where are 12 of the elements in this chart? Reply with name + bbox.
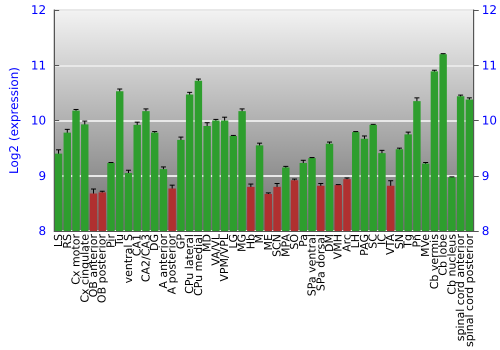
y-axis-title: Log2 (expression) [7,67,21,174]
y-tick-label: 9 [38,168,46,183]
y-tick-label: 10 [30,114,46,128]
y-tick-label: 11 [30,58,46,72]
y2-tick-label: 12 [482,3,498,17]
y-tick-label: 12 [30,3,46,17]
y2-tick-label: 8 [482,224,490,238]
y2-tick-label: 9 [482,168,490,183]
y2-tick-label: 11 [482,58,498,72]
y-tick-label: 8 [38,224,46,238]
x-tick-label: A posterior [166,234,179,294]
y2-tick-label: 10 [482,114,498,128]
